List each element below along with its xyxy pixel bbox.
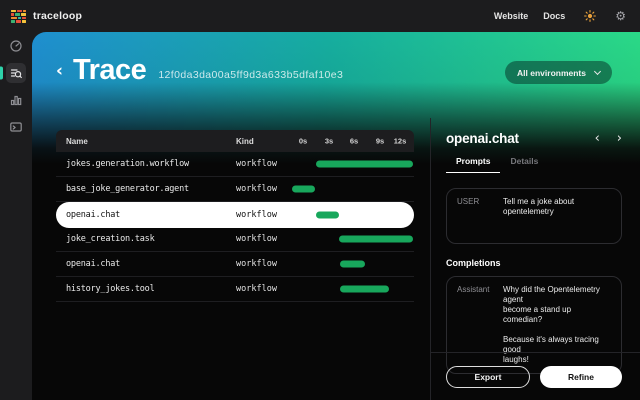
- trace-search-icon: [10, 69, 22, 79]
- span-detail-panel: openai.chat ‹ › Prompts Details USER Tel…: [430, 118, 640, 400]
- tick-label: 6s: [349, 136, 359, 146]
- prompt-message-text: Tell me a joke about opentelemetry: [503, 197, 575, 216]
- page-title: Trace: [73, 54, 147, 86]
- environment-dropdown-label: All environments: [517, 67, 586, 78]
- completions-heading: Completions: [446, 258, 501, 268]
- brand-name: traceloop: [33, 10, 83, 22]
- tick-label: 0s: [298, 136, 308, 146]
- table-row[interactable]: openai.chat workflow: [56, 201, 414, 228]
- detail-footer: Export Refine: [431, 352, 640, 400]
- span-duration-bar: [340, 285, 389, 293]
- span-table: Name Kind 0s 3s 6s 9s 12s jokes.generation.w…: [56, 130, 414, 302]
- span-kind: workflow: [236, 209, 277, 220]
- column-header-name: Name: [66, 136, 88, 146]
- span-title: openai.chat: [446, 130, 519, 146]
- environment-dropdown[interactable]: All environments: [505, 61, 612, 84]
- terminal-icon: [10, 122, 22, 132]
- span-duration-bar: [339, 235, 413, 243]
- left-sidebar: [0, 32, 32, 400]
- sidebar-item-console[interactable]: [6, 117, 26, 137]
- main-panel: ‹ Trace 12f0da3da00a5ff9d3a633b5dfaf10e3…: [32, 32, 640, 400]
- trace-id: 12f0da3da00a5ff9d3a633b5dfaf10e3: [158, 69, 344, 81]
- tick-label: 3s: [324, 136, 334, 146]
- span-kind: workflow: [236, 234, 277, 244]
- sun-icon[interactable]: [584, 10, 597, 22]
- prev-span-button[interactable]: ‹: [594, 130, 600, 146]
- tick-label: 9s: [375, 136, 385, 146]
- column-header-kind: Kind: [236, 136, 254, 146]
- detail-tabs: Prompts Details: [446, 156, 622, 173]
- gauge-icon: [10, 40, 22, 52]
- span-duration-bar: [292, 185, 315, 193]
- back-button[interactable]: ‹: [56, 61, 64, 81]
- tab-details[interactable]: Details: [510, 156, 539, 166]
- next-span-button[interactable]: ›: [616, 130, 622, 146]
- refine-button[interactable]: Refine: [540, 365, 622, 388]
- sidebar-item-dashboard[interactable]: [6, 36, 26, 56]
- brand[interactable]: traceloop: [11, 9, 83, 23]
- website-link[interactable]: Website: [493, 11, 529, 21]
- sidebar-item-analytics[interactable]: [6, 90, 26, 110]
- span-kind: workflow: [236, 259, 277, 269]
- docs-link[interactable]: Docs: [543, 11, 566, 21]
- table-header: Name Kind 0s 3s 6s 9s 12s: [56, 130, 414, 152]
- span-kind: workflow: [236, 284, 277, 294]
- message-role-label: USER: [457, 197, 480, 206]
- span-name: base_joke_generator.agent: [66, 184, 189, 194]
- span-kind: workflow: [236, 159, 277, 169]
- prompt-message-box: USER Tell me a joke about opentelemetry: [446, 188, 622, 244]
- top-bar: traceloop Website Docs ⚙: [0, 0, 640, 32]
- span-kind: workflow: [236, 184, 277, 194]
- message-role-label: Assistant: [457, 285, 490, 294]
- tab-prompts[interactable]: Prompts: [446, 156, 501, 173]
- table-row[interactable]: openai.chat workflow: [56, 252, 414, 277]
- completion-message-box: Assistant Why did the Opentelemetry agen…: [446, 276, 622, 374]
- export-button[interactable]: Export: [446, 365, 530, 388]
- tick-label: 12s: [393, 136, 407, 146]
- table-row[interactable]: jokes.generation.workflow workflow: [56, 152, 414, 177]
- gear-icon[interactable]: ⚙: [615, 9, 626, 23]
- table-row[interactable]: joke_creation.task workflow: [56, 227, 414, 252]
- traceloop-logo-icon: [11, 9, 26, 23]
- chevron-down-icon: [593, 67, 602, 75]
- span-name: joke_creation.task: [66, 234, 155, 244]
- span-duration-bar: [316, 160, 413, 168]
- span-name: openai.chat: [66, 209, 121, 220]
- bar-chart-icon: [10, 95, 22, 106]
- span-name: openai.chat: [66, 259, 121, 269]
- span-duration-bar: [316, 211, 339, 218]
- table-row[interactable]: base_joke_generator.agent workflow: [56, 177, 414, 202]
- completion-message-text: Why did the Opentelemetry agent become a…: [503, 285, 600, 364]
- span-duration-bar: [340, 260, 365, 268]
- table-row[interactable]: history_jokes.tool workflow: [56, 277, 414, 302]
- trace-table-rows: jokes.generation.workflow workflow base_jo…: [56, 152, 414, 302]
- span-name: jokes.generation.workflow: [66, 159, 189, 169]
- span-name: history_jokes.tool: [66, 284, 155, 294]
- sidebar-item-traces[interactable]: [6, 63, 26, 83]
